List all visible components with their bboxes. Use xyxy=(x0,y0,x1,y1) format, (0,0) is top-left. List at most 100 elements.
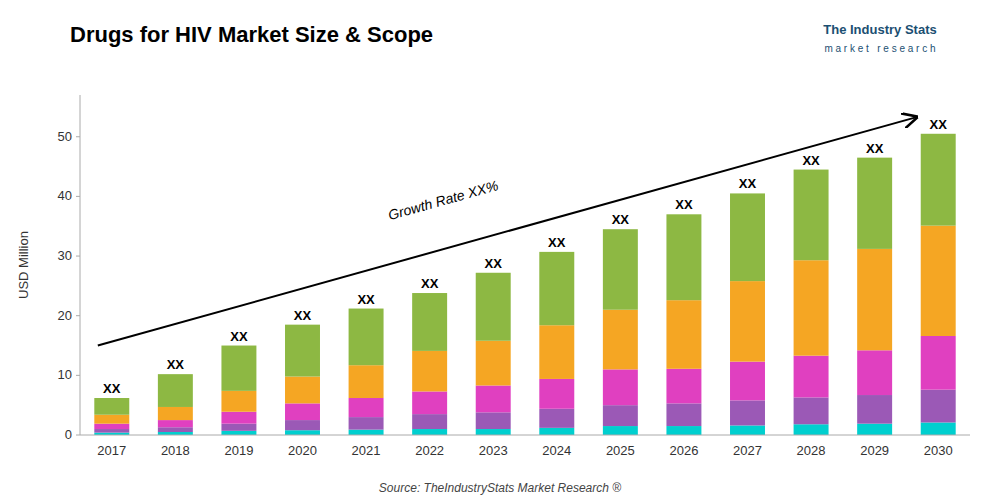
bars xyxy=(94,134,955,435)
total-label: XX xyxy=(103,381,121,396)
bar-segment xyxy=(158,374,193,407)
bar-segment xyxy=(603,310,638,370)
bar-segment xyxy=(921,390,956,423)
bar-segment xyxy=(349,365,384,398)
total-label: XX xyxy=(930,117,948,132)
bar-segment xyxy=(221,391,256,412)
bar-segment xyxy=(921,226,956,336)
x-tick-label: 2028 xyxy=(797,443,826,458)
y-tick xyxy=(76,435,80,436)
bar-segment xyxy=(221,431,256,435)
total-label: XX xyxy=(802,153,820,168)
total-label: XX xyxy=(294,308,312,323)
y-axis-label: USD Million xyxy=(16,231,31,299)
chart: Drugs for HIV Market Size & Scope The Ind… xyxy=(0,0,1000,500)
bar-segment xyxy=(921,134,956,226)
y-tick xyxy=(76,196,80,197)
growth-arrow xyxy=(98,117,917,345)
bar-segment xyxy=(730,281,765,362)
bar-segment xyxy=(857,249,892,350)
total-label: XX xyxy=(675,197,693,212)
bar-segment xyxy=(666,369,701,404)
bar-segment xyxy=(476,412,511,429)
y-tick xyxy=(76,136,80,137)
bar-segment xyxy=(158,427,193,432)
x-tick-label: 2019 xyxy=(224,443,253,458)
total-label: XX xyxy=(866,141,884,156)
bar-segment xyxy=(94,398,129,415)
logo-title: The Industry Stats xyxy=(823,22,936,37)
bar-segment xyxy=(794,397,829,424)
bar-segment xyxy=(412,351,447,392)
x-tick-label: 2029 xyxy=(860,443,889,458)
bar-segment xyxy=(794,170,829,261)
y-axis-line xyxy=(80,95,81,435)
bar-segment xyxy=(730,400,765,425)
x-tick-label: 2027 xyxy=(733,443,762,458)
bar-segment xyxy=(412,414,447,429)
bar-segment xyxy=(539,325,574,379)
bar-segment xyxy=(94,415,129,424)
y-tick-label: 30 xyxy=(58,248,72,263)
total-label: XX xyxy=(230,329,248,344)
total-label: XX xyxy=(739,176,757,191)
bar-segment xyxy=(603,426,638,435)
total-label: XX xyxy=(612,212,630,227)
total-label: XX xyxy=(485,256,503,271)
x-axis-line xyxy=(80,435,970,436)
bar-segment xyxy=(730,362,765,401)
bar-segment xyxy=(221,424,256,431)
source: Source: TheIndustryStats Market Research… xyxy=(379,481,621,495)
x-tick-label: 2025 xyxy=(606,443,635,458)
y-tick-label: 40 xyxy=(58,188,72,203)
bar-segment xyxy=(857,424,892,435)
growth-label: Growth Rate XX% xyxy=(386,177,500,223)
bar-segment xyxy=(221,412,256,424)
bar-segment xyxy=(666,214,701,300)
bar-segment xyxy=(539,252,574,325)
bar-segment xyxy=(794,424,829,435)
total-label: XX xyxy=(167,357,185,372)
bar-segment xyxy=(349,398,384,417)
bar-segment xyxy=(412,391,447,414)
bar-segment xyxy=(94,424,129,429)
bar-segment xyxy=(921,422,956,435)
logo-subtitle: m a r k e t r e s e a r c h xyxy=(824,43,935,54)
x-tick-label: 2030 xyxy=(924,443,953,458)
title: Drugs for HIV Market Size & Scope xyxy=(70,22,433,47)
bar-segment xyxy=(666,300,701,369)
y-tick xyxy=(76,315,80,316)
x-tick-label: 2018 xyxy=(161,443,190,458)
bar-segment xyxy=(857,395,892,424)
x-tick-label: 2026 xyxy=(669,443,698,458)
y-tick xyxy=(76,256,80,257)
bar-segment xyxy=(539,428,574,435)
y-tick-label: 50 xyxy=(58,129,72,144)
y-tick-label: 20 xyxy=(58,308,72,323)
bar-segment xyxy=(730,425,765,435)
bar-segment xyxy=(349,417,384,430)
bar-segment xyxy=(794,260,829,355)
bar-segment xyxy=(285,420,320,430)
total-label: XX xyxy=(548,235,566,250)
bar-segment xyxy=(412,429,447,435)
x-tick-label: 2021 xyxy=(352,443,381,458)
x-tick-label: 2020 xyxy=(288,443,317,458)
bar-segment xyxy=(603,229,638,310)
bar-segment xyxy=(794,356,829,398)
bar-segment xyxy=(857,158,892,249)
bar-segment xyxy=(603,369,638,405)
bar-segment xyxy=(539,379,574,409)
bar-segment xyxy=(285,377,320,404)
bar-segment xyxy=(158,420,193,427)
bar-segment xyxy=(476,385,511,412)
bar-segment xyxy=(539,409,574,428)
bar-segment xyxy=(285,325,320,377)
chart-container: Drugs for HIV Market Size & Scope The Ind… xyxy=(0,0,1000,500)
y-tick-label: 0 xyxy=(65,427,72,442)
bar-segment xyxy=(158,407,193,420)
y-tick-label: 10 xyxy=(58,367,72,382)
bar-segment xyxy=(730,193,765,281)
bar-segment xyxy=(857,350,892,395)
total-label: XX xyxy=(421,276,439,291)
